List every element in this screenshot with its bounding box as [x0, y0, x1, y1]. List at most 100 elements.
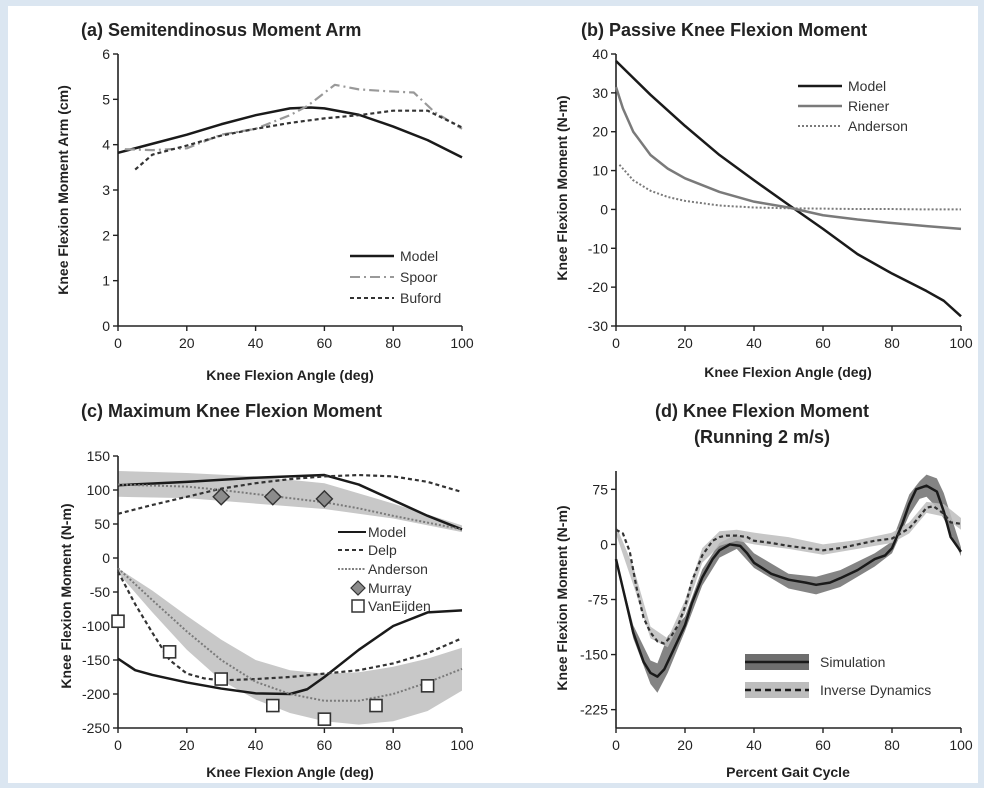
x-tick-label: 20	[677, 737, 693, 753]
chart-c-legend: Model Delp Anderson Murray VanEijden	[338, 524, 431, 614]
chart-c-axes	[113, 455, 463, 733]
y-tick-label: 20	[592, 124, 608, 140]
legend-label-anderson: Anderson	[368, 561, 428, 577]
legend-label-inverse-dynamics: Inverse Dynamics	[820, 682, 931, 698]
y-tick-label: 5	[102, 91, 110, 107]
chart-b-title: (b) Passive Knee Flexion Moment	[581, 20, 867, 40]
chart-a-xlabel: Knee Flexion Angle (deg)	[206, 367, 374, 383]
chart-a-yticks: 0 1 2 3 4 5 6	[102, 46, 110, 334]
series-line-spoor	[124, 83, 463, 152]
series-line-delp	[117, 571, 463, 682]
x-tick-label: 60	[815, 737, 831, 753]
variation-band	[118, 568, 462, 725]
variation-band	[616, 501, 961, 648]
y-tick-label: 6	[102, 46, 110, 62]
y-tick-label: -250	[82, 720, 110, 736]
series-line-inverse-dynamics	[615, 505, 962, 645]
chart-c-xlabel: Knee Flexion Angle (deg)	[206, 764, 374, 780]
chart-b-axes	[611, 53, 962, 331]
x-tick-label: 100	[450, 737, 474, 753]
chart-a-ylabel: Knee Flexion Moment Arm (cm)	[55, 85, 71, 295]
murray-point	[315, 489, 334, 508]
chart-a: (a) Semitendinosus Moment Arm Knee Flexi…	[55, 20, 474, 383]
series-line-delp	[117, 473, 463, 515]
murray-point	[263, 487, 282, 506]
series-line-model	[615, 60, 962, 318]
vaneijden-point	[111, 614, 125, 629]
series-line-simulation	[614, 484, 963, 678]
x-tick-label: 40	[248, 335, 264, 351]
vaneijden-point	[162, 645, 177, 659]
chart-c-title: (c) Maximum Knee Flexion Moment	[81, 401, 382, 421]
chart-d-legend: Simulation Inverse Dynamics	[745, 654, 931, 698]
y-tick-label: 75	[592, 481, 608, 497]
x-tick-label: 60	[317, 737, 333, 753]
x-tick-label: 0	[612, 737, 620, 753]
chart-a-legend: Model Spoor Buford	[350, 248, 441, 306]
legend-label-simulation: Simulation	[820, 654, 885, 670]
series-line-model	[117, 609, 463, 696]
y-tick-label: -50	[90, 584, 110, 600]
y-tick-label: 0	[600, 536, 608, 552]
y-tick-label: 50	[94, 516, 110, 532]
chart-b-xlabel: Knee Flexion Angle (deg)	[704, 364, 872, 380]
series-line-buford	[134, 109, 463, 171]
x-tick-label: 80	[385, 737, 401, 753]
x-tick-label: 100	[450, 335, 474, 351]
chart-c-bands	[118, 470, 462, 725]
y-tick-label: -225	[580, 702, 608, 718]
chart-a-title: (a) Semitendinosus Moment Arm	[81, 20, 361, 40]
vaneijden-point	[317, 712, 332, 726]
chart-c-yticks: -250 -200 -150 -100 -50 0 50 100 150	[82, 448, 110, 736]
x-tick-label: 40	[746, 335, 762, 351]
y-tick-label: 0	[600, 201, 608, 217]
series-line-anderson	[618, 164, 961, 211]
x-tick-label: 0	[114, 335, 122, 351]
y-tick-label: 0	[102, 318, 110, 334]
x-tick-label: 20	[179, 737, 195, 753]
legend-label-murray: Murray	[368, 580, 412, 596]
chart-c-series	[111, 473, 463, 726]
y-tick-label: 1	[102, 273, 110, 289]
chart-d-xticks: 0 20 40 60 80 100	[612, 737, 973, 753]
chart-c-ylabel: Knee Flexion Moment (N-m)	[58, 503, 74, 688]
x-tick-label: 100	[949, 737, 973, 753]
vaneijden-point	[369, 698, 383, 713]
chart-b-xticks: 0 20 40 60 80 100	[612, 335, 973, 351]
y-tick-label: -20	[588, 279, 608, 295]
variation-band	[616, 474, 961, 693]
chart-d-title: (d) Knee Flexion Moment	[655, 401, 869, 421]
legend-label-model: Model	[368, 524, 406, 540]
variation-band	[118, 470, 462, 533]
murray-point	[212, 487, 231, 506]
y-tick-label: -150	[82, 652, 110, 668]
x-tick-label: 0	[612, 335, 620, 351]
chart-a-xticks: 0 20 40 60 80 100	[114, 335, 474, 351]
chart-b: (b) Passive Knee Flexion Moment Knee Fle…	[554, 20, 973, 380]
chart-d: (d) Knee Flexion Moment (Running 2 m/s) …	[554, 401, 973, 780]
x-tick-label: 40	[248, 737, 264, 753]
series-line-anderson	[117, 567, 463, 702]
y-tick-label: -150	[580, 647, 608, 663]
legend-label-model: Model	[400, 248, 438, 264]
chart-b-legend: Model Riener Anderson	[798, 78, 908, 134]
legend-label-model: Model	[848, 78, 886, 94]
chart-b-yticks: -30 -20 -10 0 10 20 30 40	[588, 46, 608, 334]
vaneijden-point	[265, 698, 280, 713]
y-tick-label: 10	[592, 163, 608, 179]
y-tick-label: -30	[588, 318, 608, 334]
chart-a-series	[117, 83, 463, 171]
series-line-model	[117, 473, 463, 531]
chart-b-ylabel: Knee Flexion Moment (N-m)	[554, 95, 570, 280]
x-tick-label: 40	[746, 737, 762, 753]
series-line-riener	[614, 86, 962, 231]
legend-marker-vaneijden	[351, 599, 365, 613]
chart-d-xlabel: Percent Gait Cycle	[726, 764, 850, 780]
chart-c-xticks: 0 20 40 60 80 100	[114, 737, 474, 753]
y-tick-label: -200	[82, 686, 110, 702]
y-tick-label: 40	[592, 46, 608, 62]
chart-d-yticks: -225 -150 -75 0 75	[580, 481, 608, 717]
y-tick-label: 3	[102, 182, 110, 198]
figure-panel: (a) Semitendinosus Moment Arm Knee Flexi…	[8, 6, 978, 783]
x-tick-label: 20	[179, 335, 195, 351]
